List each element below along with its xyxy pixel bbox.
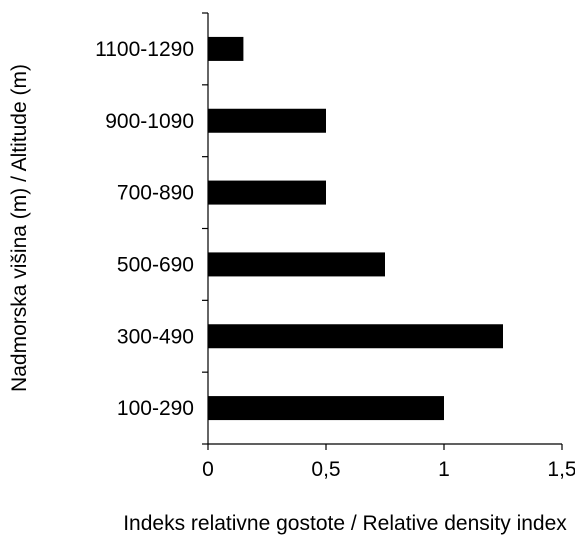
x-tick-label: 1: [438, 458, 450, 481]
bar: [208, 396, 444, 421]
bar: [208, 324, 503, 349]
bar: [208, 36, 244, 61]
x-tick-label: 0: [202, 458, 214, 481]
y-tick-label: 1100-1290: [95, 38, 194, 61]
x-axis-title: Indeks relativne gostote / Relative dens…: [123, 512, 567, 535]
y-tick-label: 700-890: [117, 182, 194, 205]
bar: [208, 180, 326, 205]
y-tick-label: 300-490: [117, 325, 194, 348]
y-tick-label: 100-290: [117, 397, 194, 420]
y-axis-title: Nadmorska višina (m) / Altitude (m): [8, 64, 31, 392]
x-tick-label: 0,5: [311, 458, 340, 481]
x-tick-label: 1,5: [547, 458, 575, 481]
ticks-group: 1100-1290900-1090700-890500-690300-49010…: [95, 38, 575, 481]
y-tick-label: 900-1090: [105, 110, 194, 133]
axes-group: [202, 12, 563, 450]
y-tick-label: 500-690: [117, 253, 194, 276]
bars-group: [208, 36, 503, 421]
bar: [208, 252, 385, 277]
bar: [208, 108, 326, 133]
